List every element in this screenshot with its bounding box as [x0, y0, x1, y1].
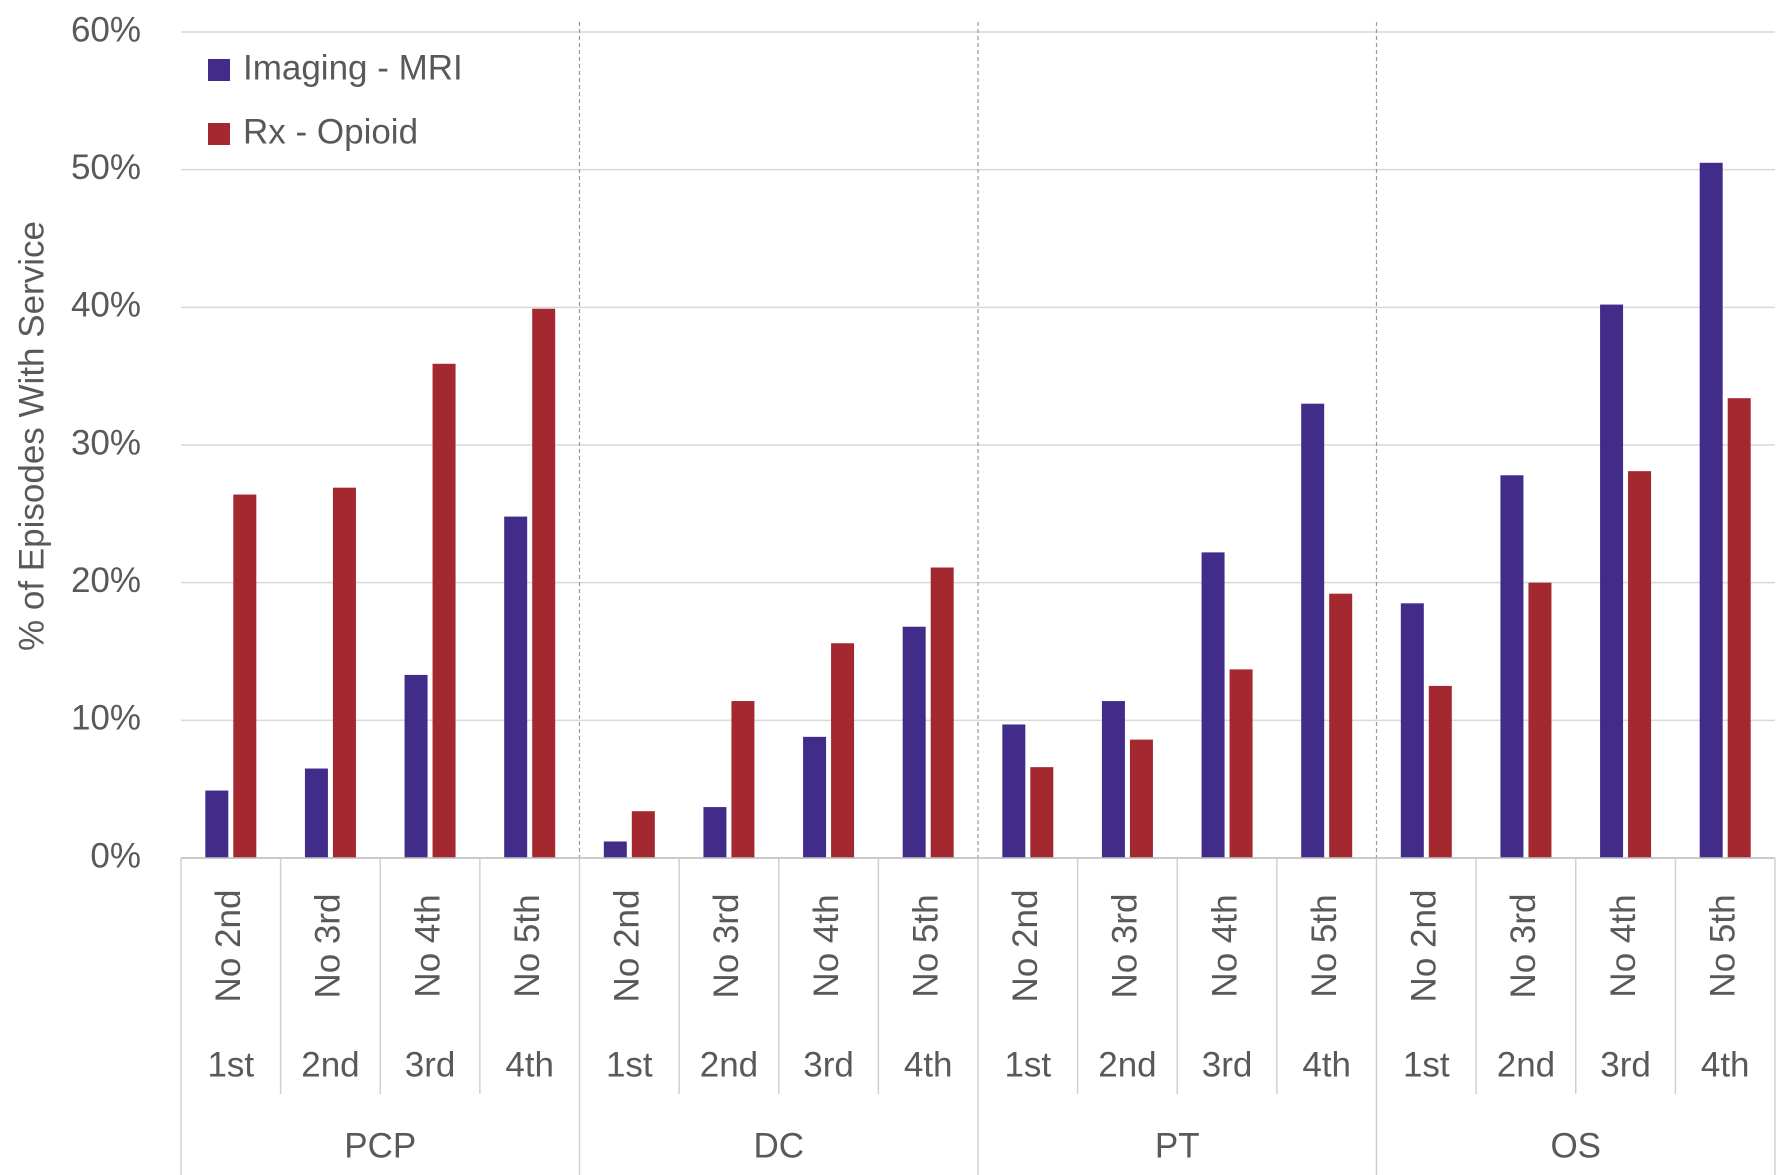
- bar: [304, 768, 328, 858]
- y-tick-label: 60%: [71, 10, 141, 49]
- x-tick-label: No 3rd: [1504, 893, 1543, 998]
- x-tick-label: No 5th: [906, 894, 945, 997]
- bar: [1002, 724, 1026, 858]
- x-subcategory-label: 1st: [1403, 1045, 1450, 1084]
- y-tick-label: 0%: [90, 836, 141, 875]
- bar: [1699, 162, 1723, 859]
- x-tick-label: No 2nd: [209, 890, 248, 1003]
- x-subcategory-label: 2nd: [1497, 1045, 1555, 1084]
- legend-swatch: [208, 123, 230, 145]
- x-tick-label: No 2nd: [1405, 890, 1444, 1003]
- bar: [1301, 403, 1325, 858]
- bar: [1528, 582, 1552, 858]
- bar: [432, 363, 456, 858]
- x-group-label: PCP: [344, 1126, 416, 1165]
- bar: [731, 701, 755, 858]
- x-subcategory-label: 4th: [1701, 1045, 1750, 1084]
- x-tick-label: No 2nd: [1006, 890, 1045, 1003]
- x-tick-label: No 3rd: [1106, 893, 1145, 998]
- legend-label: Imaging - MRI: [243, 48, 463, 87]
- bar: [831, 643, 855, 858]
- bar: [1727, 398, 1751, 858]
- x-tick-label: No 4th: [1205, 894, 1244, 997]
- bar: [603, 841, 627, 858]
- x-tick-label: No 3rd: [309, 893, 348, 998]
- x-group-label: DC: [753, 1126, 804, 1165]
- x-subcategory-label: 3rd: [1202, 1045, 1253, 1084]
- x-subcategory-label: 1st: [207, 1045, 254, 1084]
- bar: [631, 811, 655, 858]
- bar: [1600, 304, 1624, 859]
- x-subcategory-label: 1st: [1004, 1045, 1051, 1084]
- x-subcategory-label: 1st: [606, 1045, 653, 1084]
- bar: [1129, 739, 1153, 858]
- bar: [233, 494, 257, 858]
- legend-label: Rx - Opioid: [243, 112, 418, 151]
- y-tick-label: 40%: [71, 286, 141, 325]
- x-subcategory-label: 2nd: [301, 1045, 359, 1084]
- x-tick-label: No 5th: [1703, 894, 1742, 997]
- y-axis-title: % of Episodes With Service: [12, 221, 51, 651]
- x-subcategory-label: 2nd: [1098, 1045, 1156, 1084]
- y-tick-label: 20%: [71, 561, 141, 600]
- y-tick-label: 30%: [71, 423, 141, 462]
- bar: [803, 736, 827, 858]
- x-subcategory-label: 4th: [904, 1045, 953, 1084]
- x-tick-label: No 2nd: [608, 890, 647, 1003]
- x-group-label: OS: [1550, 1126, 1601, 1165]
- bar: [404, 674, 428, 858]
- y-tick-label: 10%: [71, 699, 141, 738]
- bar: [1030, 767, 1054, 858]
- bar: [1201, 552, 1225, 858]
- bar: [1329, 593, 1353, 858]
- bar: [332, 487, 356, 858]
- bar: [902, 626, 926, 858]
- x-subcategory-label: 3rd: [405, 1045, 456, 1084]
- bar: [1500, 475, 1524, 858]
- x-tick-label: No 4th: [807, 894, 846, 997]
- y-tick-label: 50%: [71, 148, 141, 187]
- x-tick-label: No 3rd: [707, 893, 746, 998]
- x-subcategory-label: 2nd: [700, 1045, 758, 1084]
- x-subcategory-label: 3rd: [803, 1045, 854, 1084]
- x-tick-label: No 4th: [408, 894, 447, 997]
- x-subcategory-label: 4th: [505, 1045, 554, 1084]
- bar: [930, 567, 954, 858]
- legend-swatch: [208, 59, 230, 81]
- x-tick-label: No 5th: [508, 894, 547, 997]
- bar: [703, 807, 727, 858]
- bar: [1628, 471, 1652, 858]
- x-subcategory-label: 3rd: [1600, 1045, 1651, 1084]
- x-tick-label: No 5th: [1305, 894, 1344, 997]
- bar: [205, 790, 229, 858]
- bar: [1400, 603, 1424, 858]
- bar: [532, 308, 556, 859]
- x-tick-label: No 4th: [1604, 894, 1643, 997]
- bar: [1428, 685, 1452, 858]
- bar: [1101, 701, 1125, 858]
- x-subcategory-label: 4th: [1302, 1045, 1351, 1084]
- x-group-label: PT: [1155, 1126, 1200, 1165]
- bar: [1229, 669, 1253, 858]
- bar: [504, 516, 528, 858]
